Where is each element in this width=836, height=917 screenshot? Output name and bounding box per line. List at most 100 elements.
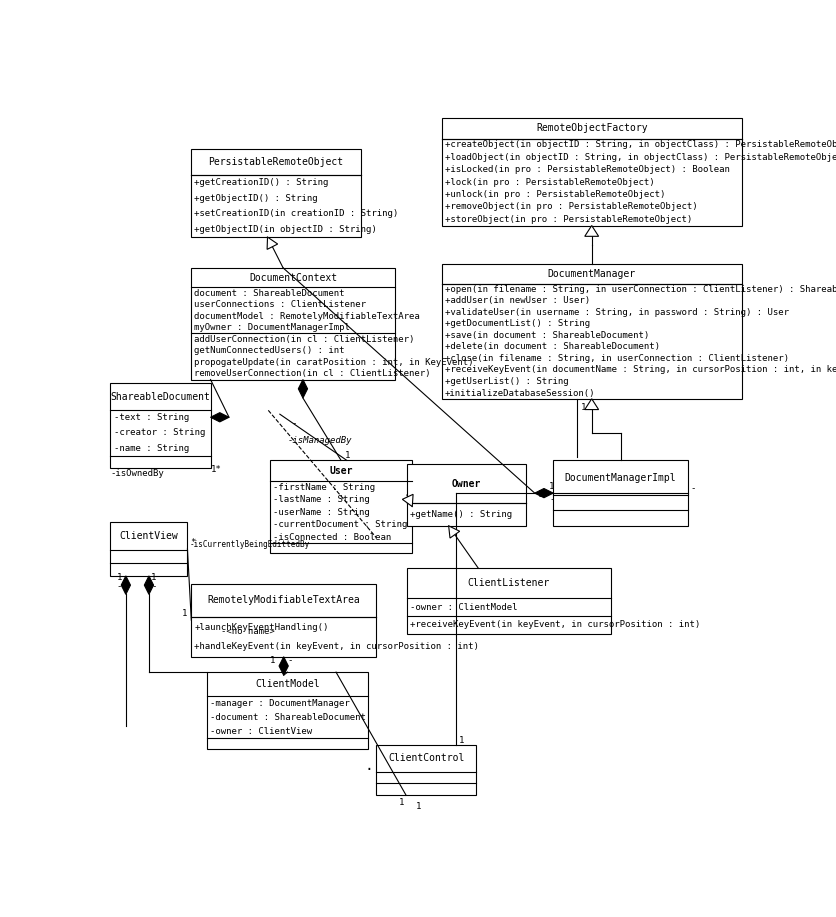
Text: ClientListener: ClientListener <box>468 579 550 588</box>
Text: +delete(in document : ShareableDocument): +delete(in document : ShareableDocument) <box>445 342 660 351</box>
Text: getNumConnectedUsers() : int: getNumConnectedUsers() : int <box>194 347 345 355</box>
Text: +getUserList() : String: +getUserList() : String <box>445 377 568 386</box>
Text: -isOwnedBy: -isOwnedBy <box>110 469 164 478</box>
Bar <box>441 264 742 399</box>
Text: 1: 1 <box>345 451 350 460</box>
Text: 1*: 1* <box>211 465 222 474</box>
Text: Owner: Owner <box>452 479 482 489</box>
Text: +save(in document : ShareableDocument): +save(in document : ShareableDocument) <box>445 331 649 340</box>
Polygon shape <box>279 657 288 675</box>
Text: +isLocked(in pro : PersistableRemoteObject) : Boolean: +isLocked(in pro : PersistableRemoteObje… <box>445 165 730 174</box>
Bar <box>191 583 376 657</box>
Text: propogateUpdate(in caratPosition : int, in KeyEvent): propogateUpdate(in caratPosition : int, … <box>194 358 474 367</box>
Polygon shape <box>145 576 154 594</box>
Text: -owner : ClientView: -owner : ClientView <box>210 727 312 735</box>
Text: ShareableDocument: ShareableDocument <box>110 392 211 402</box>
Text: +storeObject(in pro : PersistableRemoteObject): +storeObject(in pro : PersistableRemoteO… <box>445 215 692 224</box>
Text: -document : ShareableDocument: -document : ShareableDocument <box>210 713 365 722</box>
Polygon shape <box>535 489 553 498</box>
Text: +getName() : String: +getName() : String <box>410 510 512 519</box>
Polygon shape <box>211 413 229 422</box>
Bar <box>407 569 611 634</box>
Text: +open(in filename : String, in userConnection : ClientListener) : ShareableDocum: +open(in filename : String, in userConne… <box>445 285 836 293</box>
Text: 1: 1 <box>270 656 275 665</box>
Text: documentModel : RemotelyModifiableTextArea: documentModel : RemotelyModifiableTextAr… <box>194 312 421 321</box>
Text: +close(in filename : String, in userConnection : ClientListener): +close(in filename : String, in userConn… <box>445 354 788 363</box>
Text: +launchKeyEventHandling(): +launchKeyEventHandling() <box>194 623 329 632</box>
Polygon shape <box>298 380 308 398</box>
Text: +getObjectID() : String: +getObjectID() : String <box>194 193 318 203</box>
Polygon shape <box>121 576 130 594</box>
Text: -<no name>: -<no name> <box>221 626 274 635</box>
Text: -isCurrentlyBeingEdittedBy: -isCurrentlyBeingEdittedBy <box>190 540 310 549</box>
Text: userConnections : ClientListener: userConnections : ClientListener <box>194 300 366 309</box>
Text: -manager : DocumentManager: -manager : DocumentManager <box>210 699 349 708</box>
Text: -isConnected : Boolean: -isConnected : Boolean <box>273 533 391 542</box>
Text: 1: 1 <box>549 482 555 492</box>
Bar <box>441 117 742 226</box>
Polygon shape <box>402 494 413 506</box>
Text: ClientModel: ClientModel <box>255 679 320 689</box>
Bar <box>110 522 187 576</box>
Text: DocumentManagerImpl: DocumentManagerImpl <box>565 472 676 482</box>
Text: +setCreationID(in creationID : String): +setCreationID(in creationID : String) <box>194 209 399 218</box>
Text: 1: 1 <box>116 573 122 581</box>
Text: -firstName : String: -firstName : String <box>273 483 375 492</box>
Text: -creator : String: -creator : String <box>114 428 205 437</box>
Text: +validateUser(in username : String, in password : String) : User: +validateUser(in username : String, in p… <box>445 308 788 317</box>
Text: 1: 1 <box>416 802 421 812</box>
Text: 1: 1 <box>151 573 156 581</box>
Text: 1: 1 <box>538 490 543 499</box>
Polygon shape <box>449 525 460 538</box>
Text: -: - <box>292 419 297 427</box>
Text: -: - <box>116 582 122 591</box>
Text: removeUserConnection(in cl : ClientListener): removeUserConnection(in cl : ClientListe… <box>194 370 431 379</box>
Text: DocumentContext: DocumentContext <box>249 272 338 282</box>
Text: -currentDocument : String: -currentDocument : String <box>273 520 407 529</box>
Text: +lock(in pro : PersistableRemoteObject): +lock(in pro : PersistableRemoteObject) <box>445 178 655 187</box>
Text: DocumentManager: DocumentManager <box>548 269 635 279</box>
Text: PersistableRemoteObject: PersistableRemoteObject <box>208 157 344 167</box>
Text: -lastName : String: -lastName : String <box>273 495 370 504</box>
Text: 1: 1 <box>399 798 404 807</box>
Text: -text : String: -text : String <box>114 413 189 422</box>
Bar <box>407 464 526 525</box>
Text: RemotelyModifiableTextArea: RemotelyModifiableTextArea <box>207 595 360 605</box>
Text: -name : String: -name : String <box>114 444 189 453</box>
Text: -isManagedBy: -isManagedBy <box>288 436 352 445</box>
Text: +addUser(in newUser : User): +addUser(in newUser : User) <box>445 296 589 305</box>
Text: 1: 1 <box>182 609 187 618</box>
Text: +loadObject(in objectID : String, in objectClass) : PersistableRemoteObject: +loadObject(in objectID : String, in obj… <box>445 153 836 161</box>
Text: +receiveKeyEvent(in keyEvent, in cursorPosition : int): +receiveKeyEvent(in keyEvent, in cursorP… <box>410 620 701 629</box>
Bar <box>206 672 369 749</box>
Text: 1: 1 <box>458 736 464 745</box>
Text: myOwner : DocumentManagerImpl: myOwner : DocumentManagerImpl <box>194 323 350 332</box>
Text: User: User <box>329 466 353 476</box>
Text: -: - <box>691 484 696 492</box>
Polygon shape <box>584 399 599 410</box>
Text: +initializeDatabaseSession(): +initializeDatabaseSession() <box>445 389 595 398</box>
Bar <box>110 383 211 468</box>
Text: +removeObject(in pro : PersistableRemoteObject): +removeObject(in pro : PersistableRemote… <box>445 203 697 212</box>
Polygon shape <box>584 226 599 237</box>
Text: ClientView: ClientView <box>120 531 178 541</box>
Text: ClientControl: ClientControl <box>388 754 464 763</box>
Bar <box>270 460 412 553</box>
Text: -userName : String: -userName : String <box>273 508 370 517</box>
Text: addUserConnection(in cl : ClientListener): addUserConnection(in cl : ClientListener… <box>194 335 415 344</box>
Text: RemoteObjectFactory: RemoteObjectFactory <box>536 123 648 133</box>
Bar <box>191 149 360 238</box>
Polygon shape <box>267 238 278 249</box>
Text: +getObjectID(in objectID : String): +getObjectID(in objectID : String) <box>194 225 377 234</box>
Bar <box>376 746 477 795</box>
Text: -: - <box>151 582 156 591</box>
Text: +handleKeyEvent(in keyEvent, in cursorPosition : int): +handleKeyEvent(in keyEvent, in cursorPo… <box>194 642 479 651</box>
Text: +getDocumentList() : String: +getDocumentList() : String <box>445 319 589 328</box>
Text: 1: 1 <box>580 403 586 413</box>
Text: -: - <box>549 495 555 504</box>
Text: +unlock(in pro : PersistableRemoteObject): +unlock(in pro : PersistableRemoteObject… <box>445 190 665 199</box>
Text: *: * <box>190 538 195 547</box>
Bar <box>553 460 688 525</box>
Text: .: . <box>364 758 374 773</box>
Text: -owner : ClientModel: -owner : ClientModel <box>410 602 517 612</box>
